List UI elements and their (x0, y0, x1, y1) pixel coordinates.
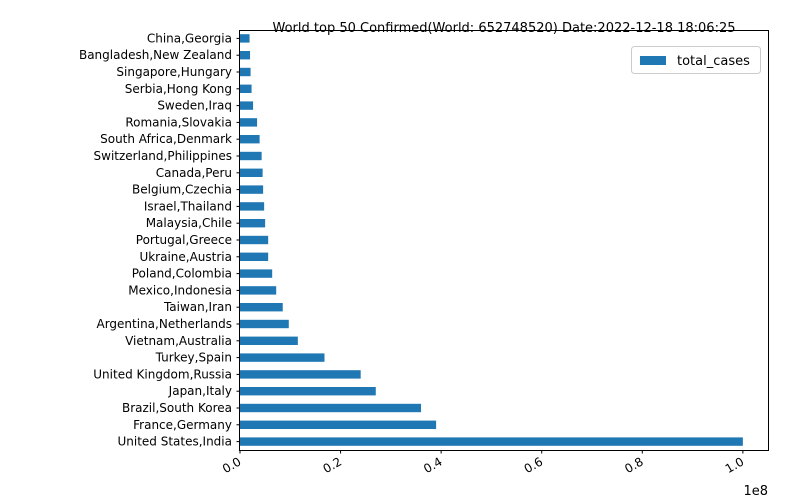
y-tick-label: South Africa,Denmark (100, 132, 232, 146)
y-tick-label: Sweden,Iraq (157, 99, 232, 113)
bar (240, 387, 376, 396)
y-tick-label: Japan,Italy (168, 384, 232, 398)
y-tick-label: United States,India (117, 435, 232, 449)
y-tick-label: Singapore,Hungary (116, 65, 232, 79)
legend-frame (631, 46, 761, 74)
bar (240, 303, 283, 312)
y-tick-label: Argentina,Netherlands (97, 317, 233, 331)
bar (240, 420, 437, 429)
x-tick-label: 0.4 (421, 454, 445, 476)
y-tick-label: Romania,Slovakia (125, 115, 232, 129)
y-tick-label: Taiwan,Iran (163, 300, 232, 314)
bar (240, 235, 269, 245)
bar (240, 185, 264, 194)
y-tick-label: Mexico,Indonesia (128, 283, 232, 297)
axes-frame (239, 30, 769, 451)
bar (240, 403, 422, 413)
x-axis-ticks: 0.0 0.2 0.4 0.6 0.8 1.0 (220, 450, 746, 476)
bar (240, 84, 252, 93)
y-tick-label: Vietnam,Australia (125, 334, 232, 348)
chart-title: World top 50 Confirmed(World: 652748520)… (273, 21, 736, 36)
legend-swatch (640, 56, 666, 65)
bar (240, 336, 298, 345)
legend-label: total_cases (677, 54, 750, 69)
y-tick-label: Bangladesh,New Zealand (79, 48, 232, 62)
bar (240, 34, 250, 43)
bar (240, 168, 263, 177)
x-tick-label: 0.6 (522, 454, 546, 476)
y-tick-label: Poland,Colombia (132, 267, 232, 281)
y-axis-ticks: United States,India France,Germany Brazil,… (79, 31, 240, 449)
y-tick-label: Portugal,Greece (136, 233, 232, 247)
y-tick-label: China,Georgia (147, 31, 232, 45)
bar (240, 437, 743, 446)
y-tick-label: Turkey,Spain (155, 351, 232, 365)
bar (240, 51, 251, 60)
y-tick-label: Canada,Peru (156, 166, 232, 180)
y-tick-label: Israel,Thailand (144, 199, 232, 213)
legend: total_cases (631, 46, 761, 74)
y-tick-label: France,Germany (133, 418, 232, 432)
bar (240, 353, 325, 362)
bar (240, 67, 251, 77)
bar (240, 101, 254, 110)
x-tick-label: 1.0 (723, 454, 747, 476)
y-tick-label: Switzerland,Philippines (94, 149, 232, 163)
y-tick-label: Brazil,South Korea (122, 401, 232, 415)
bar (240, 219, 266, 228)
bar (240, 252, 269, 261)
y-tick-label: United Kingdom,Russia (93, 367, 232, 381)
bar (240, 151, 262, 161)
y-tick-label: Serbia,Hong Kong (125, 82, 232, 96)
bar (240, 118, 258, 127)
x-tick-label: 0.8 (622, 454, 646, 476)
bar (240, 370, 361, 379)
x-axis-offset-label: 1e8 (743, 484, 768, 499)
y-tick-label: Belgium,Czechia (132, 183, 232, 197)
bars-layer (240, 34, 743, 446)
bar (240, 202, 265, 211)
bar (240, 135, 260, 144)
x-tick-label: 0.2 (321, 454, 345, 476)
bar (240, 319, 289, 329)
bar (240, 286, 277, 295)
y-tick-label: Ukraine,Austria (139, 250, 232, 264)
x-tick-label: 0.0 (220, 454, 244, 476)
y-tick-label: Malaysia,Chile (146, 216, 232, 230)
bar (240, 269, 273, 278)
